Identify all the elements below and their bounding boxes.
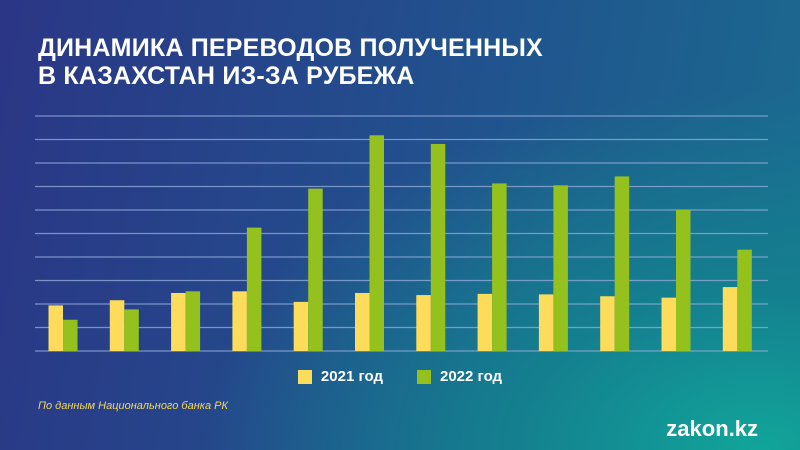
bar-2022-12	[737, 249, 752, 351]
bar-2022-3	[185, 291, 201, 351]
bar-2021-10	[600, 296, 615, 351]
bar-2022-2	[124, 309, 139, 351]
bar-2021-8	[477, 293, 493, 351]
bar-2022-7	[430, 143, 446, 351]
bar-2021-5	[293, 301, 309, 351]
bar-2021-4	[232, 291, 247, 351]
legend: 2021 год 2022 год	[0, 368, 800, 385]
bar-2021-11	[661, 297, 676, 351]
source-note: По данным Национального банка РК	[38, 400, 228, 412]
bar-2022-5	[308, 188, 323, 351]
legend-swatch-2021	[297, 369, 312, 384]
bar-2022-10	[614, 176, 630, 351]
bar-2022-9	[553, 185, 568, 351]
bar-2022-11	[676, 210, 691, 351]
zakon-logo: zakon.kz	[666, 416, 758, 441]
bar-2022-1	[63, 319, 78, 351]
legend-label-2022: 2022 год	[440, 368, 503, 385]
legend-item-2021: 2021 год	[297, 368, 383, 385]
bar-2021-12	[722, 287, 738, 351]
title-line-2: В КАЗАХСТАН ИЗ-ЗА РУБЕЖА	[38, 62, 415, 90]
legend-label-2021: 2021 год	[320, 368, 383, 385]
bar-2021-7	[416, 295, 431, 351]
bar-2022-6	[369, 135, 384, 351]
bar-2022-4	[246, 227, 262, 351]
bar-2022-8	[492, 183, 507, 351]
legend-item-2022: 2022 год	[417, 368, 502, 385]
bar-2021-2	[109, 300, 125, 351]
bar-2021-9	[538, 294, 554, 351]
bar-2021-6	[355, 292, 370, 351]
bar-2021-1	[48, 305, 63, 351]
bar-2021-3	[171, 292, 186, 351]
legend-swatch-2022	[417, 369, 431, 384]
chart-title: ДИНАМИКА ПЕРЕВОДОВ ПОЛУЧЕННЫХ В КАЗАХСТА…	[38, 34, 543, 90]
title-line-1: ДИНАМИКА ПЕРЕВОДОВ ПОЛУЧЕННЫХ	[38, 34, 543, 62]
